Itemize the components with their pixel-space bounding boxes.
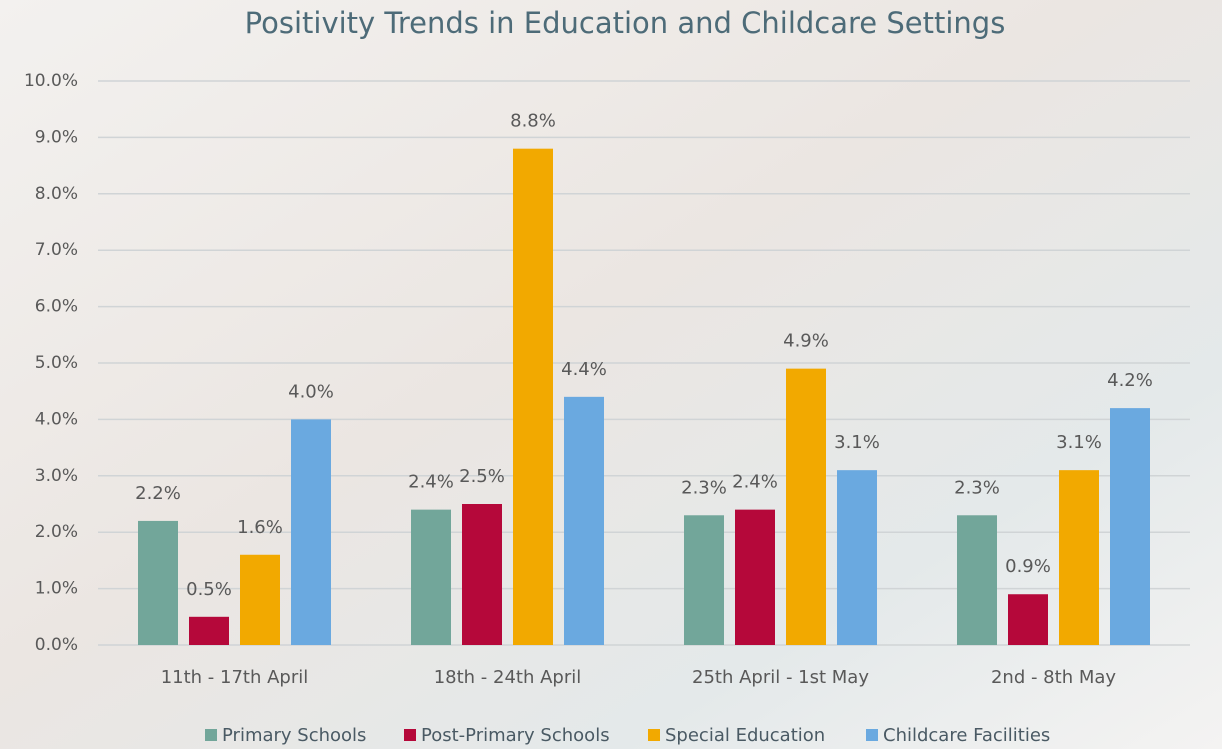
y-tick-label: 7.0% [35, 240, 78, 260]
bar [735, 509, 775, 645]
value-label: 4.2% [1107, 370, 1153, 391]
legend-swatch [648, 729, 660, 741]
value-label: 2.5% [459, 466, 505, 487]
legend-swatch [205, 729, 217, 741]
value-label: 2.3% [954, 477, 1000, 498]
y-tick-label: 5.0% [35, 353, 78, 373]
value-label: 0.5% [186, 579, 232, 600]
value-label: 3.1% [1056, 432, 1102, 453]
y-tick-label: 0.0% [35, 635, 78, 655]
value-label: 2.2% [135, 483, 181, 504]
x-tick-label: 2nd - 8th May [991, 667, 1116, 688]
legend-label: Childcare Facilities [883, 725, 1050, 746]
value-label: 1.6% [237, 517, 283, 538]
bar [1110, 408, 1150, 645]
bar [411, 509, 451, 645]
value-label: 4.0% [288, 381, 334, 402]
bar [240, 554, 280, 645]
legend-swatch [404, 729, 416, 741]
value-label: 4.4% [561, 359, 607, 380]
legend-label: Post-Primary Schools [421, 725, 610, 746]
y-tick-label: 8.0% [35, 184, 78, 204]
y-tick-label: 4.0% [35, 409, 78, 429]
bar [957, 515, 997, 645]
bar [189, 616, 229, 645]
value-label: 8.8% [510, 111, 556, 132]
bar [462, 504, 502, 645]
value-label: 2.3% [681, 477, 727, 498]
bar [513, 148, 553, 645]
x-tick-label: 25th April - 1st May [692, 667, 869, 688]
legend-swatch [866, 729, 878, 741]
y-tick-label: 3.0% [35, 466, 78, 486]
bar [564, 396, 604, 645]
value-label: 0.9% [1005, 556, 1051, 577]
bar [291, 419, 331, 645]
bar [1059, 470, 1099, 645]
y-tick-label: 10.0% [24, 71, 78, 91]
value-label: 4.9% [783, 331, 829, 352]
value-label: 2.4% [732, 472, 778, 493]
y-tick-label: 9.0% [35, 127, 78, 147]
y-tick-label: 2.0% [35, 522, 78, 542]
chart-title: Positivity Trends in Education and Child… [245, 6, 1006, 40]
legend-label: Primary Schools [222, 725, 366, 746]
bar [138, 520, 178, 645]
bar [786, 368, 826, 645]
value-label: 3.1% [834, 432, 880, 453]
legend-label: Special Education [665, 725, 825, 746]
y-tick-label: 6.0% [35, 297, 78, 317]
x-tick-label: 18th - 24th April [434, 667, 582, 688]
bar [1008, 594, 1048, 645]
y-tick-label: 1.0% [35, 579, 78, 599]
bar [684, 515, 724, 645]
bar [837, 470, 877, 645]
x-tick-label: 11th - 17th April [161, 667, 309, 688]
value-label: 2.4% [408, 472, 454, 493]
